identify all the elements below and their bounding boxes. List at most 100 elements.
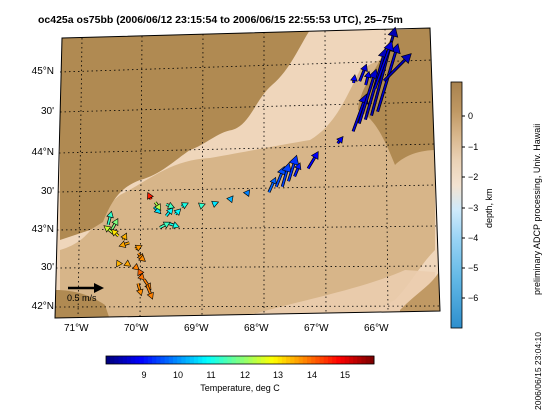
velocity-vector	[358, 63, 368, 82]
vector-shaft	[146, 285, 152, 294]
lon-tick-68w: 68°W	[244, 323, 269, 334]
velocity-vector	[118, 240, 130, 248]
vector-shaft	[154, 201, 159, 206]
depth-tick-3: −3	[468, 203, 478, 213]
velocity-vector	[165, 201, 175, 209]
vector-shaft	[358, 77, 375, 124]
vector-head	[111, 218, 119, 227]
vector-head	[242, 189, 251, 197]
velocity-vector	[173, 208, 182, 216]
velocity-vector	[383, 53, 412, 82]
vector-head	[387, 26, 399, 38]
temp-tick-14: 14	[307, 370, 317, 380]
depth-colorbar: 0 −1 −2 −3 −4 −5 −6 depth, km	[450, 81, 494, 329]
lat-tick-4430n: 30'	[41, 106, 54, 117]
vector-shaft	[383, 59, 406, 82]
velocity-vector	[226, 195, 234, 204]
vector-head	[116, 259, 124, 268]
vector-head	[154, 203, 162, 211]
vector-head	[162, 221, 171, 229]
depth-tick-4: −4	[468, 233, 478, 243]
vector-head	[123, 259, 132, 267]
map-frame	[54, 27, 441, 319]
vector-head	[211, 200, 220, 208]
vector-head	[106, 210, 114, 219]
velocity-vector	[131, 263, 140, 271]
velocity-vector	[280, 162, 292, 188]
meridian-69w	[201, 33, 204, 317]
lon-tick-70w: 70°W	[124, 323, 149, 334]
vector-shaft	[307, 156, 316, 169]
vector-head	[400, 53, 412, 64]
vector-shaft	[124, 242, 130, 246]
vector-shaft	[337, 140, 341, 144]
land-capecod	[55, 290, 110, 318]
depth-colorbar-label: depth, km	[484, 188, 494, 228]
vector-shaft	[137, 283, 141, 291]
lat-labels: 45°N 30' 44°N 30' 43°N 30' 42°N	[32, 66, 54, 312]
figure-title: oc425a os75bb (2006/06/12 23:15:54 to 20…	[38, 14, 403, 26]
velocity-vector	[123, 259, 132, 267]
velocity-vector	[363, 70, 372, 86]
velocity-vector	[168, 221, 180, 229]
velocity-vector	[147, 191, 154, 200]
vector-head	[167, 201, 175, 209]
depth-tick-6: −6	[468, 293, 478, 303]
vector-shaft	[165, 211, 170, 217]
vector-head	[363, 70, 372, 79]
vector-head	[383, 40, 394, 52]
lat-tick-43n: 43°N	[32, 224, 54, 235]
vector-head	[310, 150, 319, 160]
vector-shaft	[281, 170, 288, 187]
lat-tick-45n: 45°N	[32, 66, 54, 77]
vector-head	[146, 291, 154, 300]
vector-shaft	[374, 49, 390, 89]
timestamp: 2006/06/15 23:04:10	[533, 332, 543, 410]
velocity-vector	[111, 228, 120, 238]
lat-tick-42n: 42°N	[32, 301, 54, 312]
parallel-42n	[54, 305, 441, 308]
vector-shaft	[174, 212, 178, 215]
vector-head	[134, 244, 143, 252]
vector-head	[138, 254, 146, 262]
land-nantucket	[400, 270, 440, 318]
vector-head	[136, 288, 144, 297]
temp-tick-12: 12	[240, 370, 250, 380]
velocity-vector	[165, 207, 174, 217]
depth-tick-5: −5	[468, 263, 478, 273]
velocity-vector	[293, 162, 302, 177]
vector-head	[226, 195, 234, 204]
velocity-vector	[242, 189, 251, 197]
vector-head	[294, 162, 302, 171]
scale-label: 0.5 m/s	[67, 293, 97, 303]
lon-labels: 71°W 70°W 69°W 68°W 67°W 66°W	[64, 323, 389, 334]
vector-shaft	[143, 279, 149, 286]
vector-head	[281, 162, 292, 173]
temperature-colorbar-label: Temperature, deg C	[200, 383, 280, 393]
vector-shaft	[115, 232, 119, 237]
velocity-vector	[137, 272, 145, 281]
vector-head	[173, 208, 182, 216]
vector-shaft	[287, 163, 295, 182]
scale-arrow: 0.5 m/s	[67, 283, 104, 303]
vector-shaft	[358, 69, 365, 82]
velocity-vector	[306, 150, 319, 170]
velocity-vector	[198, 202, 206, 210]
velocity-vector	[116, 259, 124, 268]
parallel-43n	[56, 225, 437, 231]
vector-head	[288, 154, 300, 166]
depth-tick-1: −1	[468, 142, 478, 152]
shelf-water	[60, 40, 435, 318]
vector-head	[147, 191, 154, 200]
processing-note: preliminary ADCP processing, Univ. Hawai…	[532, 124, 542, 295]
vector-head	[120, 232, 128, 241]
vector-shaft	[181, 204, 184, 208]
vector-head	[118, 240, 127, 248]
depth-tick-0: 0	[468, 111, 473, 121]
velocity-vector	[267, 176, 277, 193]
velocity-vector	[287, 154, 300, 182]
velocity-vector	[357, 68, 379, 125]
vector-head	[166, 207, 174, 216]
vector-shaft	[275, 173, 283, 188]
